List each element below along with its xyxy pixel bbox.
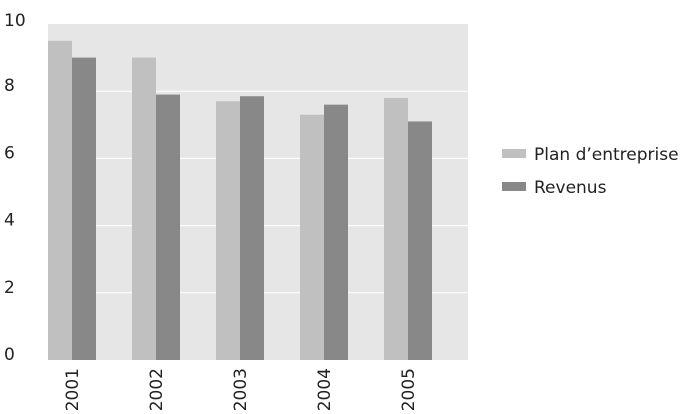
legend: Plan d’entreprise Revenus xyxy=(502,145,679,198)
x-tick-label: 2004 xyxy=(315,368,335,411)
y-axis-ticks: 0 2 4 6 8 10 xyxy=(4,11,26,365)
bar-plan-2003 xyxy=(216,101,240,360)
bar-revenus-2005 xyxy=(408,121,432,360)
x-tick-label: 2002 xyxy=(147,368,167,411)
x-tick-label: 2003 xyxy=(231,368,251,411)
x-axis-ticks: 2001 2002 2003 2004 2005 xyxy=(63,368,419,411)
legend-label-plan: Plan d’entreprise xyxy=(534,145,679,165)
bar-plan-2001 xyxy=(48,40,72,361)
bar-revenus-2004 xyxy=(324,104,348,360)
y-tick-label: 0 xyxy=(4,345,15,365)
y-tick-label: 2 xyxy=(4,278,15,298)
y-tick-label: 8 xyxy=(4,76,15,96)
bar-plan-2002 xyxy=(132,57,156,360)
bars xyxy=(48,40,432,361)
bar-revenus-2001 xyxy=(72,57,96,360)
bar-revenus-2002 xyxy=(156,94,180,360)
x-tick-label: 2001 xyxy=(63,368,83,411)
y-tick-label: 6 xyxy=(4,143,15,163)
legend-swatch-plan xyxy=(502,149,526,158)
legend-label-revenus: Revenus xyxy=(534,178,607,198)
y-tick-label: 4 xyxy=(4,211,15,231)
x-tick-label: 2005 xyxy=(399,368,419,411)
legend-swatch-revenus xyxy=(502,182,526,191)
bar-plan-2004 xyxy=(300,114,324,360)
y-tick-label: 10 xyxy=(4,11,26,31)
bar-plan-2005 xyxy=(384,97,408,361)
bar-revenus-2003 xyxy=(240,96,264,361)
